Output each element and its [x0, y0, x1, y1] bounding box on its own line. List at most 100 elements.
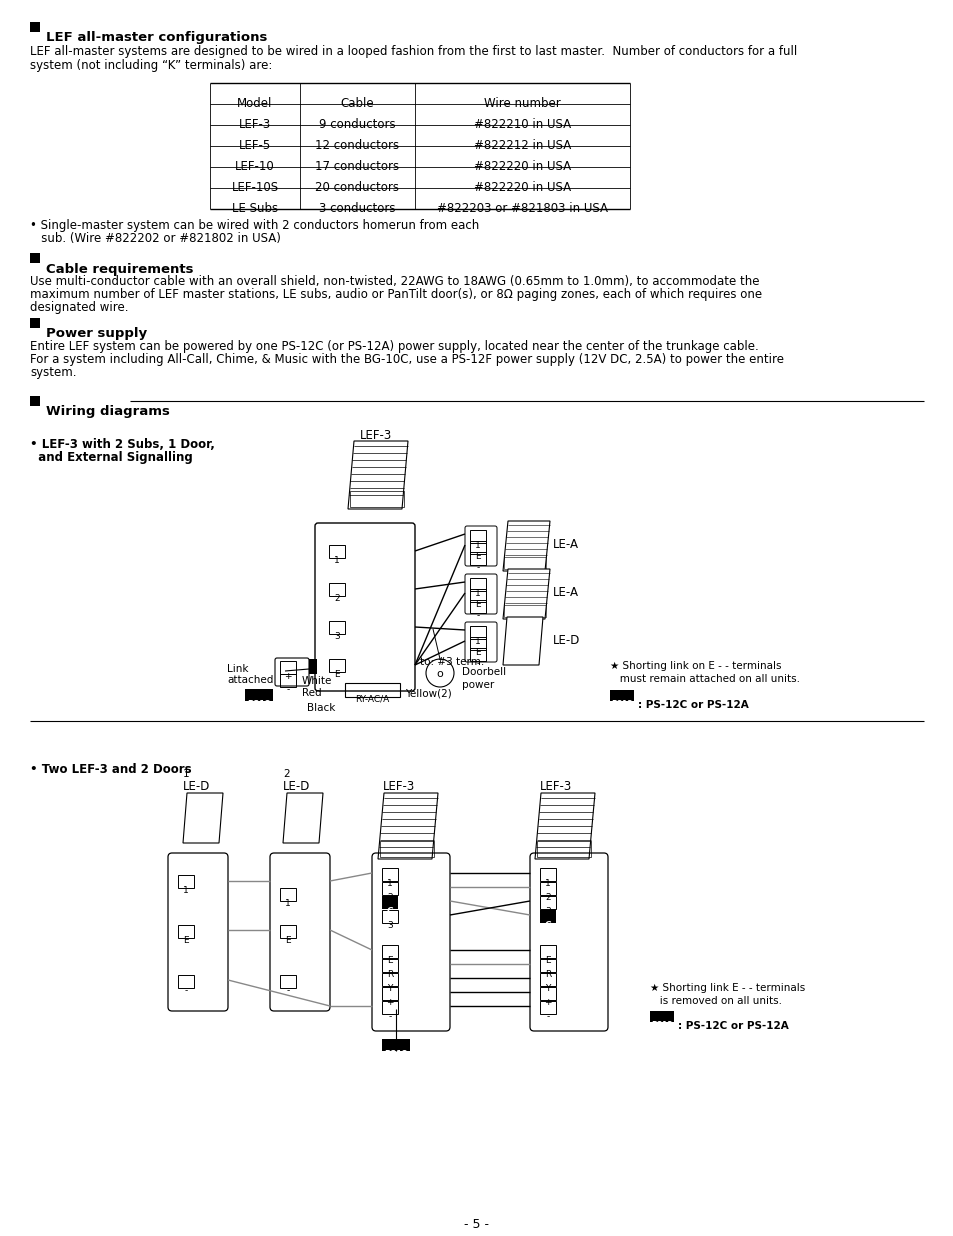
- Bar: [329, 620, 345, 634]
- Text: 3: 3: [387, 921, 393, 929]
- Text: Entire LEF system can be powered by one PS-12C (or PS-12A) power supply, located: Entire LEF system can be powered by one …: [30, 340, 758, 353]
- Text: E: E: [475, 552, 480, 561]
- Text: LE-D: LE-D: [283, 780, 310, 794]
- Text: #822210 in USA: #822210 in USA: [474, 117, 571, 131]
- Text: Y: Y: [387, 984, 393, 993]
- Polygon shape: [535, 794, 595, 859]
- Circle shape: [198, 824, 202, 829]
- Text: -: -: [476, 659, 479, 667]
- Bar: [470, 625, 485, 639]
- Text: 1: 1: [285, 899, 291, 908]
- Bar: [280, 674, 295, 687]
- Polygon shape: [502, 522, 550, 571]
- Bar: [30, 22, 40, 32]
- Circle shape: [510, 632, 514, 635]
- Text: Cable: Cable: [340, 96, 374, 110]
- Circle shape: [510, 640, 514, 644]
- Text: +: +: [543, 997, 551, 1007]
- Text: Doorbell: Doorbell: [461, 667, 506, 677]
- Text: Wiring diagrams: Wiring diagrams: [46, 405, 170, 419]
- Text: ★ Shorting link on E - - terminals: ★ Shorting link on E - - terminals: [609, 661, 781, 671]
- Text: E: E: [183, 936, 189, 946]
- Text: RY-AC/A: RY-AC/A: [355, 693, 389, 703]
- Text: LE Subs: LE Subs: [232, 201, 277, 215]
- Circle shape: [190, 807, 193, 811]
- Text: LE-D: LE-D: [553, 634, 579, 646]
- Text: Cable requirements: Cable requirements: [46, 262, 193, 276]
- Bar: [30, 253, 40, 263]
- Bar: [178, 975, 193, 988]
- Circle shape: [525, 632, 530, 635]
- Text: 17 conductors: 17 conductors: [315, 159, 399, 173]
- Text: 2: 2: [387, 892, 393, 902]
- Polygon shape: [283, 794, 323, 843]
- Circle shape: [525, 622, 530, 625]
- Bar: [329, 659, 345, 672]
- Text: 3: 3: [544, 907, 550, 916]
- Bar: [470, 599, 485, 613]
- Text: E: E: [475, 599, 480, 609]
- Text: PS12: PS12: [247, 700, 271, 709]
- Text: Link: Link: [227, 664, 248, 674]
- Text: +: +: [284, 672, 292, 681]
- Text: PS12: PS12: [650, 1021, 672, 1030]
- Text: LEF all-master configurations: LEF all-master configurations: [46, 31, 267, 44]
- Bar: [381, 1001, 397, 1014]
- Circle shape: [290, 824, 294, 829]
- Bar: [539, 1001, 556, 1014]
- Text: • LEF-3 with 2 Subs, 1 Door,: • LEF-3 with 2 Subs, 1 Door,: [30, 438, 214, 451]
- Text: PS12: PS12: [384, 1051, 408, 1059]
- Text: LEF-10: LEF-10: [234, 159, 274, 173]
- Bar: [470, 648, 485, 661]
- Text: Yellow(2): Yellow(2): [405, 688, 452, 698]
- Bar: [539, 868, 556, 881]
- Text: power: power: [461, 680, 494, 690]
- Circle shape: [306, 816, 310, 819]
- Text: -: -: [184, 986, 188, 995]
- Bar: [470, 541, 485, 554]
- Circle shape: [198, 798, 202, 802]
- Text: sub. (Wire #822202 or #821802 in USA): sub. (Wire #822202 or #821802 in USA): [30, 232, 280, 245]
- Text: 3 conductors: 3 conductors: [319, 201, 395, 215]
- Bar: [329, 583, 345, 596]
- Text: For a system including All-Call, Chime, & Music with the BG-10C, use a PS-12F po: For a system including All-Call, Chime, …: [30, 353, 783, 366]
- Text: 9 conductors: 9 conductors: [319, 117, 395, 131]
- Circle shape: [198, 807, 202, 811]
- Bar: [470, 637, 485, 650]
- Text: LE-A: LE-A: [553, 538, 578, 551]
- Circle shape: [206, 807, 210, 811]
- Text: 2: 2: [544, 892, 550, 902]
- Text: White: White: [302, 676, 332, 686]
- Bar: [30, 318, 40, 328]
- Text: Use multi-conductor cable with an overall shield, non-twisted, 22AWG to 18AWG (0: Use multi-conductor cable with an overal…: [30, 274, 759, 288]
- Bar: [381, 868, 397, 881]
- Bar: [379, 840, 434, 857]
- Text: 2: 2: [334, 595, 339, 603]
- Bar: [649, 1011, 673, 1022]
- Bar: [349, 491, 403, 507]
- Text: 1: 1: [475, 637, 480, 646]
- Bar: [504, 557, 546, 569]
- Circle shape: [206, 824, 210, 829]
- Text: to: #3 term.: to: #3 term.: [419, 658, 484, 667]
- Text: R: R: [387, 970, 393, 979]
- Bar: [329, 545, 345, 557]
- Circle shape: [510, 622, 514, 625]
- Text: is removed on all units.: is removed on all units.: [649, 996, 781, 1006]
- Text: 12 conductors: 12 conductors: [315, 138, 399, 152]
- Text: E: E: [285, 936, 291, 946]
- Text: designated wire.: designated wire.: [30, 302, 129, 314]
- Bar: [381, 973, 397, 986]
- Bar: [381, 883, 397, 895]
- Text: PS12: PS12: [610, 700, 632, 709]
- Text: +: +: [386, 997, 394, 1007]
- Bar: [178, 875, 193, 887]
- Bar: [280, 887, 295, 901]
- Text: Wire number: Wire number: [483, 96, 560, 110]
- Text: Red: Red: [302, 688, 321, 698]
- Text: LEF-5: LEF-5: [238, 138, 271, 152]
- Polygon shape: [348, 441, 408, 509]
- Text: #822220 in USA: #822220 in USA: [474, 159, 571, 173]
- Circle shape: [190, 798, 193, 802]
- Text: 1: 1: [334, 556, 339, 565]
